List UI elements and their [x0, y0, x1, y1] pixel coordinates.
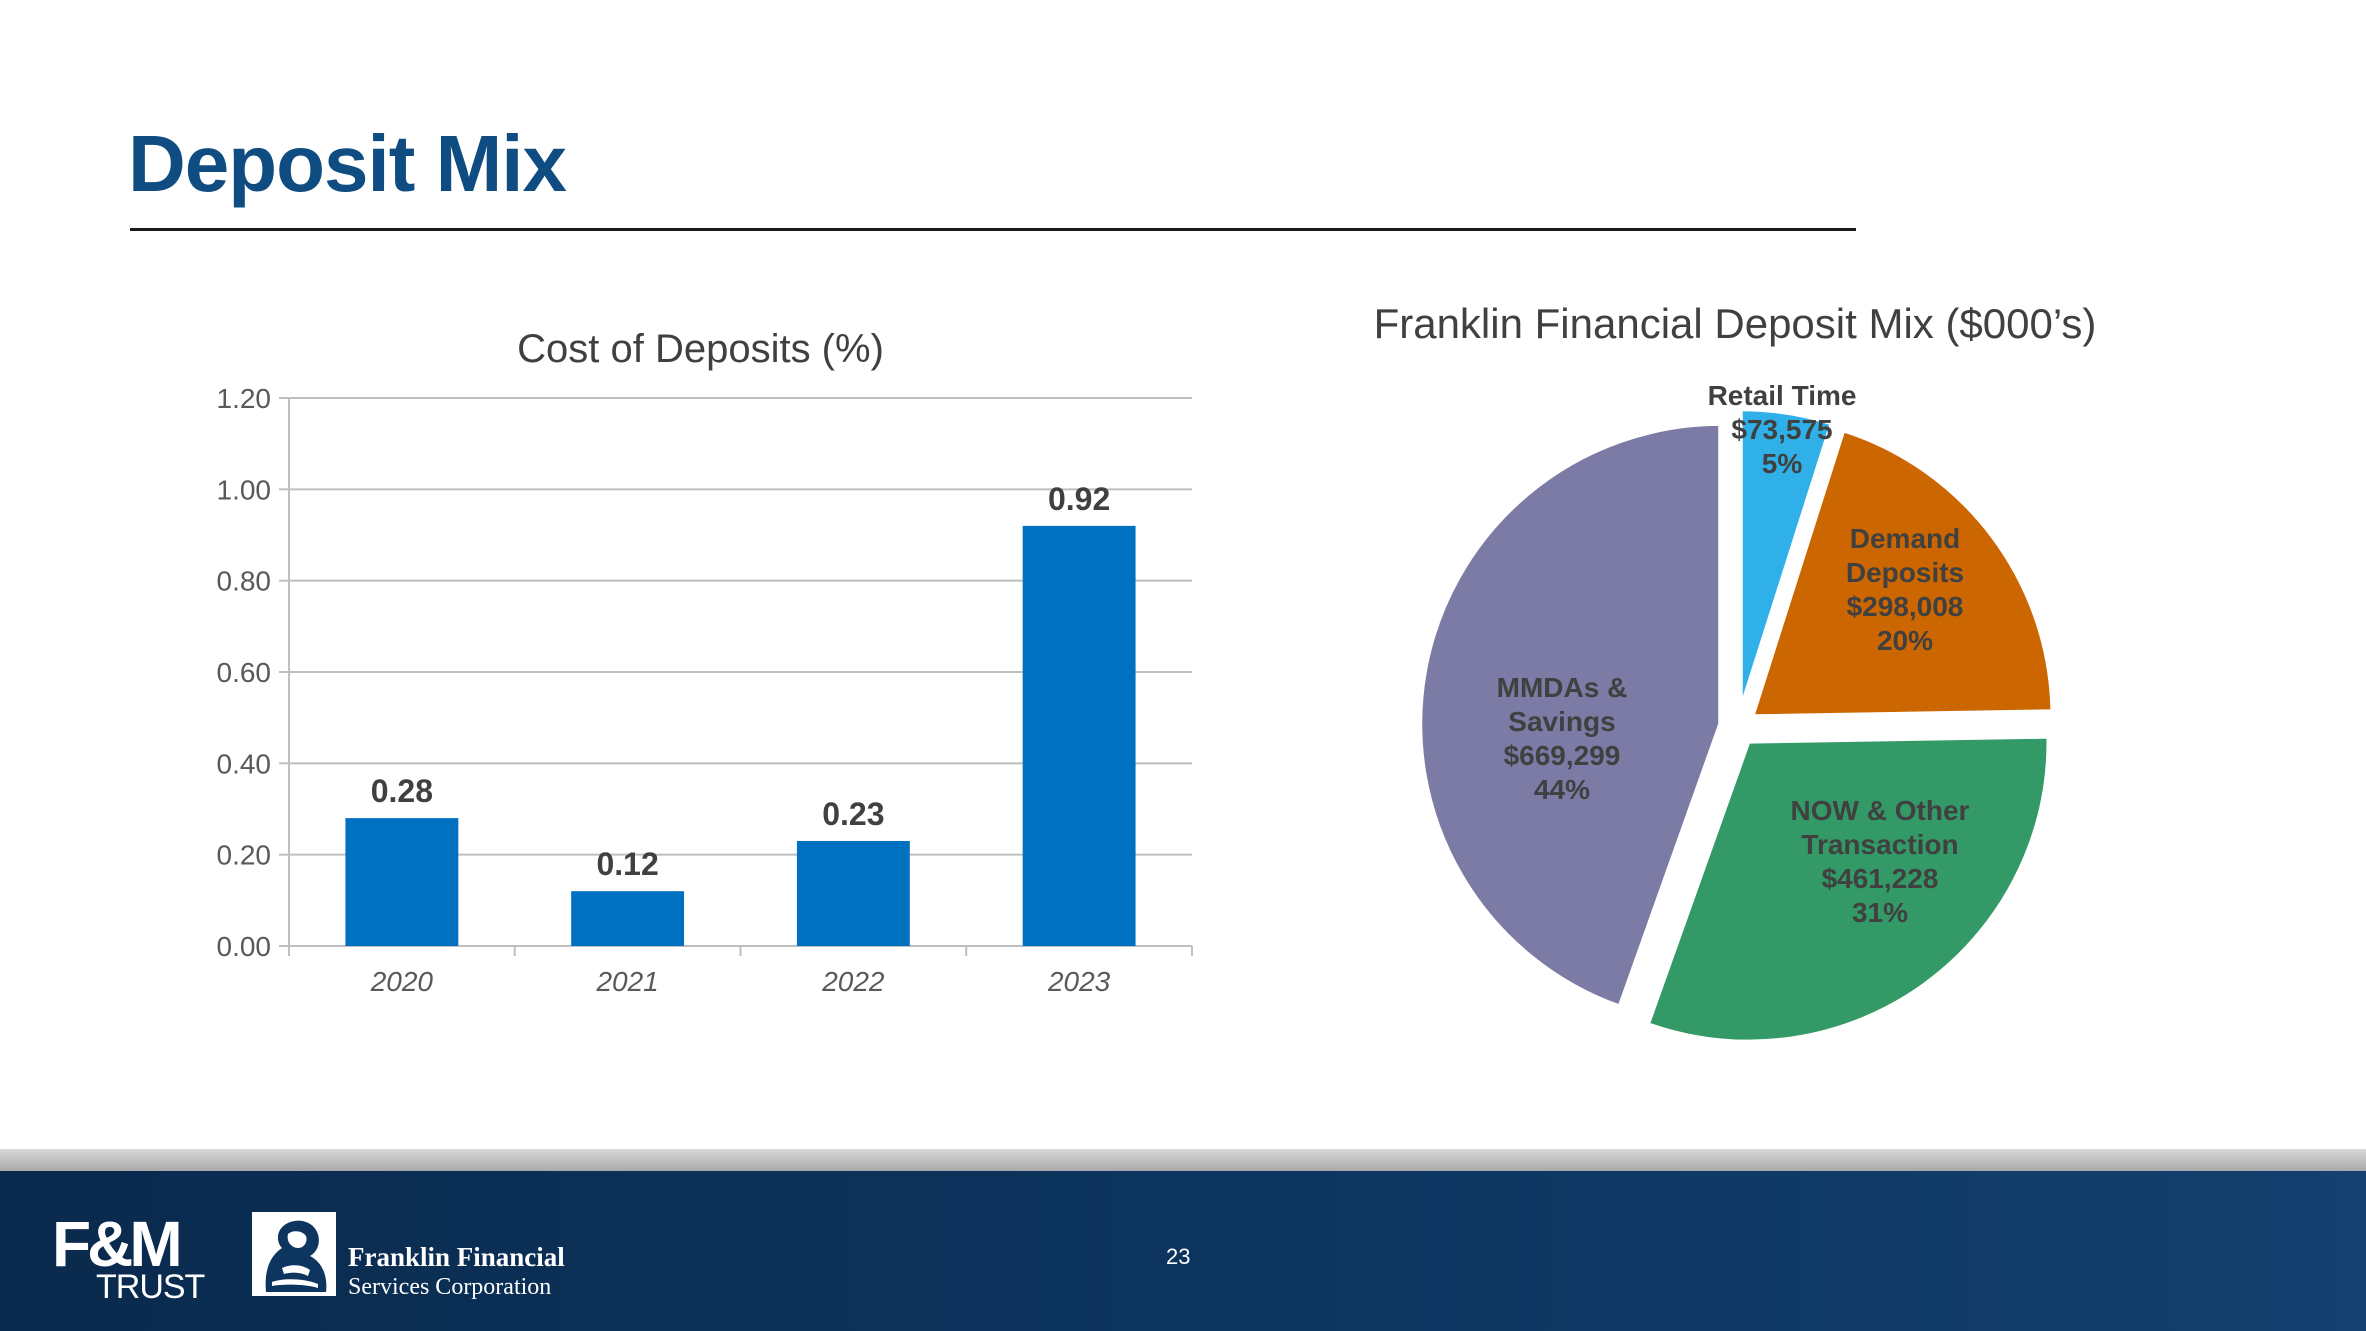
- ff-logo-subtitle: Services Corporation: [348, 1274, 552, 1300]
- franklin-portrait-icon: [252, 1212, 336, 1296]
- pie-slice-mmdas-savings: [1418, 421, 1723, 1010]
- pie-chart-title: Franklin Financial Deposit Mix ($000’s): [1374, 300, 2097, 347]
- pie-slice-label: Deposits: [1846, 557, 1964, 588]
- charts-canvas: Cost of Deposits (%) 0.00 0.20 0.40 0.60 0.80…: [217, 300, 2097, 1044]
- pie-slice-retail-time: [1738, 407, 1835, 710]
- bar-value-label: 0.12: [596, 846, 658, 882]
- pie-slice-label: MMDAs &: [1497, 672, 1628, 703]
- pie-slice-label: 20%: [1877, 625, 1933, 656]
- y-tick-label: 0.40: [217, 748, 272, 779]
- pie-slice-label: Retail Time: [1708, 380, 1857, 411]
- title-divider: [130, 228, 1856, 231]
- pie-slice-label: 5%: [1762, 448, 1803, 479]
- fm-logo-mark: F&M: [52, 1208, 183, 1280]
- bar-value-label: 0.23: [822, 796, 884, 832]
- bar-chart-cost-of-deposits: Cost of Deposits (%) 0.00 0.20 0.40 0.60 0.80…: [217, 327, 1193, 997]
- pie-slice-label: Transaction: [1801, 829, 1958, 860]
- bar-2023: [1022, 525, 1136, 946]
- x-tick-label: 2023: [1047, 966, 1111, 997]
- franklin-financial-logo: Franklin Financial Services Corporation: [252, 1212, 592, 1302]
- bar-value-label: 0.92: [1048, 481, 1110, 517]
- x-tick-label: 2021: [595, 966, 658, 997]
- x-tick-label: 2022: [821, 966, 885, 997]
- ff-logo-name: Franklin Financial: [348, 1242, 565, 1272]
- y-tick-label: 0.60: [217, 657, 272, 688]
- pie-slice-now-other-transaction: [1645, 734, 2051, 1044]
- bar-value-label: 0.28: [371, 773, 433, 809]
- bar-2020: [345, 818, 459, 946]
- pie-slice-label: $669,299: [1504, 740, 1621, 771]
- pie-slice-label: Demand: [1850, 523, 1960, 554]
- pie-slice-label: 44%: [1534, 774, 1590, 805]
- pie-slice-label: Savings: [1508, 706, 1615, 737]
- y-tick-label: 1.00: [217, 474, 272, 505]
- pie-slice-label: $298,008: [1847, 591, 1964, 622]
- bar-2022: [796, 840, 910, 946]
- page-title: Deposit Mix: [128, 119, 567, 208]
- pie-slice-label: NOW & Other: [1791, 795, 1970, 826]
- pie-slice-label: $461,228: [1822, 863, 1939, 894]
- y-tick-label: 0.80: [217, 566, 272, 597]
- pie-chart-deposit-mix: Franklin Financial Deposit Mix ($000’s) R…: [1374, 300, 2097, 1044]
- bar-chart-title: Cost of Deposits (%): [517, 327, 884, 371]
- bar-2021: [571, 891, 685, 946]
- page-number: 23: [1166, 1244, 1191, 1269]
- fm-trust-logo: F&M TRUST: [52, 1208, 205, 1306]
- pie-slice-label: $73,575: [1731, 414, 1832, 445]
- y-tick-label: 1.20: [217, 383, 272, 414]
- fm-logo-trust-text: TRUST: [96, 1268, 205, 1306]
- y-tick-label: 0.00: [217, 931, 272, 962]
- pie-slice-label: 31%: [1852, 897, 1908, 928]
- x-tick-label: 2020: [370, 966, 434, 997]
- y-tick-label: 0.20: [217, 840, 272, 871]
- footer-bar: [0, 1171, 2366, 1331]
- footer-divider-band: [0, 1149, 2366, 1171]
- pie-slice-demand-deposits: [1749, 427, 2055, 719]
